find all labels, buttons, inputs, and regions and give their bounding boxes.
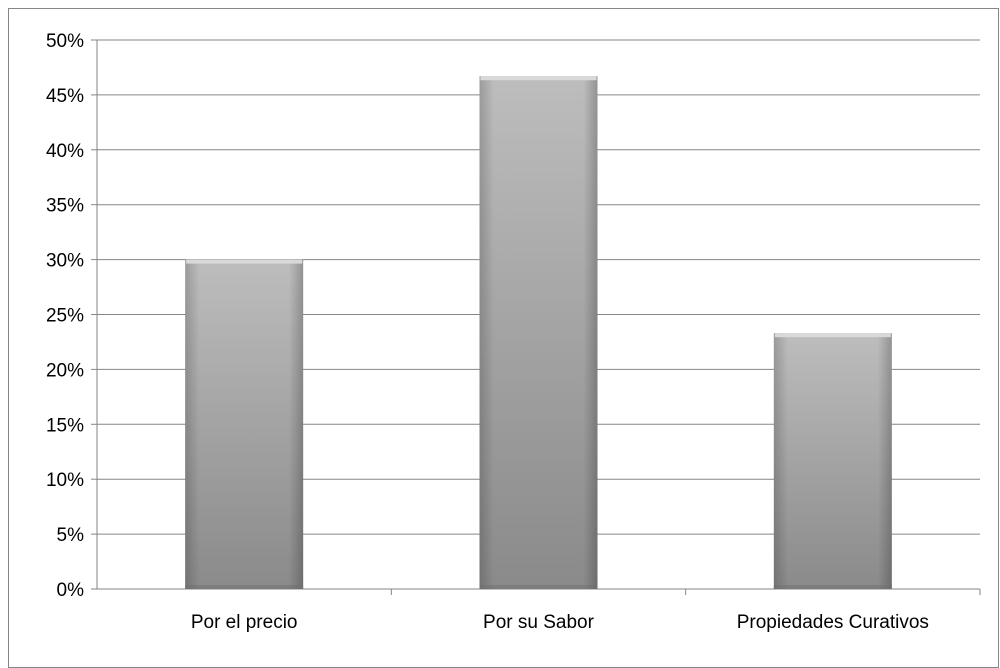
category-label: Propiedades Curativos <box>737 612 929 633</box>
bar-top-bevel <box>186 259 303 264</box>
bar <box>479 76 598 589</box>
y-tick-label: 15% <box>46 415 84 436</box>
bar-bottom-bevel <box>479 585 598 589</box>
bar-chart: 0% 5% 10% 15% 20% 25% 30% 35% 40% 45% 50% Por el p… <box>46 31 981 633</box>
bar-bottom-bevel <box>185 585 304 589</box>
y-tick-label: 35% <box>46 196 84 217</box>
bar <box>185 259 304 589</box>
bar-top-bevel <box>480 76 597 81</box>
category-label: Por su Sabor <box>483 612 595 633</box>
bar-bottom-bevel <box>773 585 892 589</box>
bar <box>773 333 892 589</box>
y-tick-label: 5% <box>57 525 85 546</box>
category-label: Por el precio <box>191 612 298 633</box>
y-tick-labels: 0% 5% 10% 15% 20% 25% 30% 35% 40% 45% 50% <box>46 31 84 601</box>
y-tick-label: 30% <box>46 251 84 272</box>
bar-shade <box>479 76 598 589</box>
bar-shade <box>185 259 304 589</box>
y-tick-label: 25% <box>46 306 84 327</box>
bar-shade <box>773 333 892 589</box>
y-tick-label: 50% <box>46 31 84 52</box>
y-tick-label: 10% <box>46 470 84 491</box>
y-tick-label: 40% <box>46 141 84 162</box>
y-tick-label: 0% <box>57 580 85 601</box>
x-category-labels: Por el precio Por su Sabor Propiedades Cur… <box>191 612 929 633</box>
bars <box>185 76 892 589</box>
y-tick-label: 45% <box>46 86 84 107</box>
y-tick-label: 20% <box>46 360 84 381</box>
bar-top-bevel <box>774 333 891 338</box>
